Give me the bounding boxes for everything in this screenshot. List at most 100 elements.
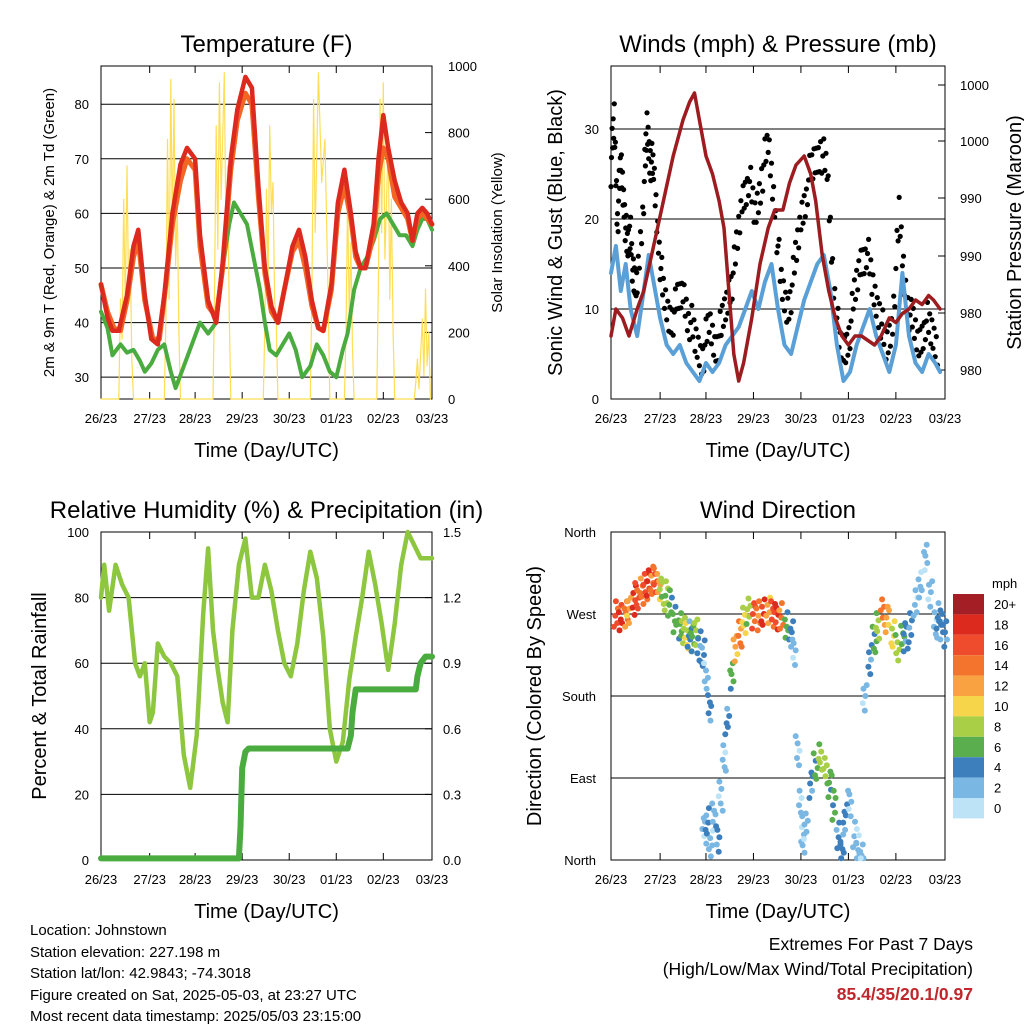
colorbar-label: 6 [994, 740, 1001, 755]
gust-point [912, 317, 919, 323]
direction-point [902, 620, 909, 627]
direction-point [875, 617, 882, 624]
gust-point [851, 277, 858, 283]
x-tick-label: 01/23 [832, 872, 865, 887]
created-text: Figure created on Sat, 2025-05-03, at 23… [30, 986, 357, 1004]
direction-point [913, 609, 920, 616]
direction-point [751, 600, 758, 607]
direction-point [688, 648, 695, 655]
colorbar-swatch [953, 594, 984, 615]
gust-point [803, 186, 810, 192]
direction-point [908, 632, 915, 638]
gust-point [909, 324, 915, 330]
direction-point [892, 632, 899, 638]
direction-point [911, 601, 918, 608]
direction-point [912, 587, 919, 594]
gust-point [647, 148, 653, 154]
gust-point [799, 199, 805, 205]
gust-point [845, 352, 851, 358]
direction-point [694, 650, 701, 657]
direction-point [706, 699, 713, 706]
gust-point [618, 152, 625, 158]
direction-point [707, 717, 714, 724]
y-axis-label: Sonic Wind & Gust (Blue, Black) [545, 89, 567, 376]
x-tick-label: 26/23 [85, 411, 118, 426]
dewpoint-line [99, 200, 434, 391]
x-tick-label: 01/23 [832, 411, 865, 426]
gust-point [611, 101, 617, 107]
direction-point [851, 833, 858, 840]
gust-point [611, 135, 617, 141]
plot-frame [100, 531, 433, 861]
gust-point [774, 250, 780, 256]
gust-point [732, 261, 739, 267]
x-tick-label: 02/23 [367, 872, 400, 887]
direction-point [944, 636, 950, 643]
gust-point [930, 345, 936, 351]
direction-point [921, 567, 928, 574]
gust-point [900, 253, 907, 259]
direction-point [617, 616, 624, 623]
gust-point [651, 176, 657, 182]
y-tick-label: 80 [75, 97, 89, 112]
x-axis-label: Time (Day/UTC) [194, 440, 339, 462]
gust-point [643, 131, 649, 137]
direction-point [631, 611, 638, 618]
direction-point [626, 620, 632, 627]
x-tick-label: 01/23 [320, 872, 353, 887]
direction-point [789, 636, 796, 643]
x-axis-label: Time (Day/UTC) [194, 901, 339, 923]
gust-point [690, 334, 696, 340]
x-axis-label: Time (Day/UTC) [706, 901, 851, 923]
relative-humidity-line [98, 529, 435, 791]
direction-point [801, 849, 808, 856]
direction-point [761, 596, 768, 603]
gust-point [898, 224, 904, 230]
direction-point [845, 787, 852, 794]
colorbar-swatch [953, 798, 984, 819]
gust-point [823, 150, 829, 156]
gust-point [614, 221, 620, 227]
gust-point [719, 302, 725, 308]
y-tick-label: 20 [75, 787, 89, 802]
direction-point [742, 630, 749, 637]
gust-point [880, 307, 886, 313]
direction-point [686, 618, 693, 625]
direction-point [790, 618, 797, 625]
colorbar-label: 4 [994, 760, 1001, 775]
colorbar-swatch [953, 757, 984, 778]
direction-point [852, 818, 858, 825]
gust-point [736, 213, 742, 219]
gust-point [778, 266, 784, 272]
location-text: Location: Johnstown [30, 922, 167, 939]
direction-point [759, 603, 765, 610]
gust-point [835, 305, 841, 311]
gust-point [634, 270, 640, 276]
gust-point [613, 183, 619, 189]
direction-point [695, 635, 702, 642]
station-info: Location: Johnstown Station elevation: 2… [30, 920, 361, 1028]
gust-point [875, 325, 882, 331]
direction-point [727, 667, 734, 674]
direction-point [840, 831, 847, 838]
direction-point [637, 590, 644, 596]
gust-point [893, 265, 899, 272]
direction-point [701, 637, 708, 644]
x-tick-label: 03/23 [416, 411, 449, 426]
direction-point [792, 647, 799, 654]
gust-point [645, 124, 651, 130]
direction-point [929, 578, 936, 585]
direction-point [624, 612, 630, 619]
direction-point [904, 645, 911, 652]
gust-point [822, 167, 828, 173]
extremes-values: 85.4/35/20.1/0.97 [836, 984, 973, 1004]
direction-point [861, 707, 868, 714]
direction-point [640, 601, 647, 607]
direction-tick-label: East [570, 771, 596, 786]
gust-point [849, 290, 855, 296]
gust-point [649, 170, 656, 176]
y-tick-label: 40 [75, 722, 89, 737]
gust-point [926, 329, 932, 335]
gust-point [871, 302, 877, 308]
